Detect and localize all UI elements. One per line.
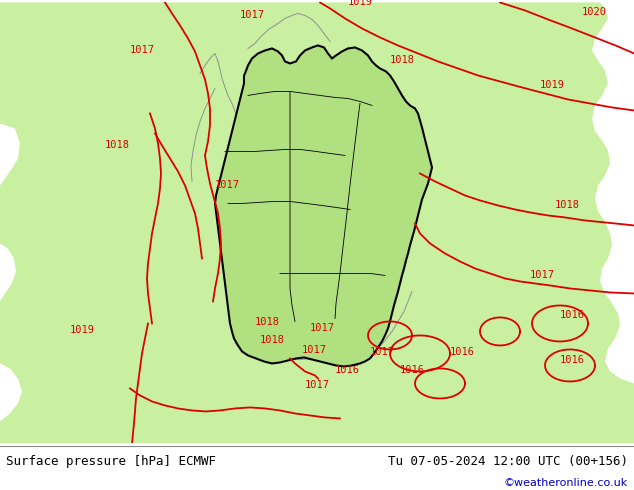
Text: 1017: 1017 <box>310 323 335 334</box>
Text: ©weatheronline.co.uk: ©weatheronline.co.uk <box>503 478 628 489</box>
Text: 1019: 1019 <box>348 0 373 7</box>
Text: 1017: 1017 <box>130 46 155 55</box>
Text: 1018: 1018 <box>255 318 280 327</box>
Text: 1017: 1017 <box>302 345 327 355</box>
Text: 1019: 1019 <box>70 325 95 336</box>
Text: 1018: 1018 <box>105 141 130 150</box>
Text: 1017: 1017 <box>240 10 265 21</box>
Text: 1016: 1016 <box>560 311 585 320</box>
Polygon shape <box>215 46 432 367</box>
Text: Tu 07-05-2024 12:00 UTC (00+156): Tu 07-05-2024 12:00 UTC (00+156) <box>387 455 628 468</box>
Text: 1016: 1016 <box>560 355 585 366</box>
Text: Surface pressure [hPa] ECMWF: Surface pressure [hPa] ECMWF <box>6 455 216 468</box>
Text: 1018: 1018 <box>260 336 285 345</box>
Text: 1016: 1016 <box>450 347 475 357</box>
Text: 1018: 1018 <box>555 200 580 210</box>
Text: 1017: 1017 <box>215 180 240 191</box>
Polygon shape <box>0 2 634 443</box>
Text: 1017: 1017 <box>305 380 330 391</box>
Text: 1018: 1018 <box>390 55 415 66</box>
Text: 1019: 1019 <box>540 80 565 91</box>
Text: 1016: 1016 <box>400 366 425 375</box>
Text: 1016: 1016 <box>335 366 360 375</box>
Text: 1017: 1017 <box>530 270 555 280</box>
Text: 1017: 1017 <box>370 347 395 357</box>
Text: 1020: 1020 <box>582 7 607 18</box>
